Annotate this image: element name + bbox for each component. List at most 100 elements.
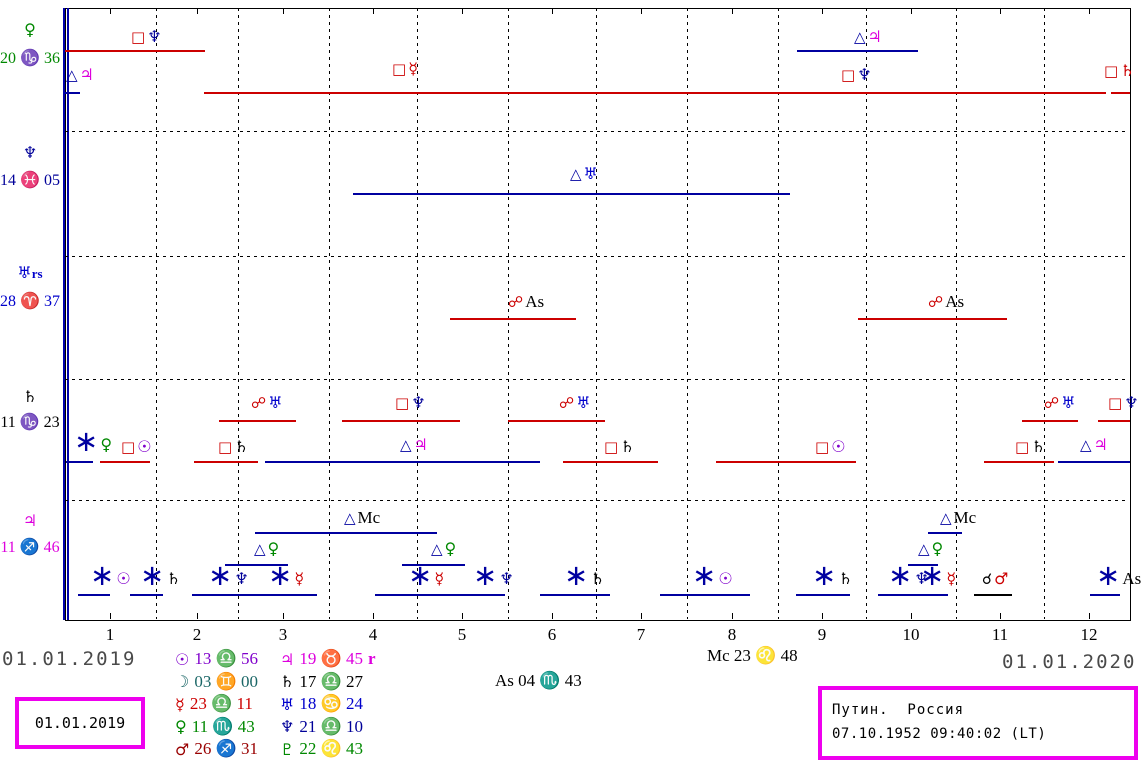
aspect-label: □ ♆ bbox=[131, 27, 162, 47]
trine-aspect-icon: △ bbox=[918, 540, 930, 558]
month-tick-bottom bbox=[1000, 613, 1001, 619]
current-date-box[interactable]: 01.01.2019 bbox=[15, 697, 145, 749]
planet-table-row-moon: ☽ 03 ♊ 00 bbox=[175, 672, 258, 692]
sextile-aspect-icon: ∗ bbox=[268, 558, 293, 592]
jupiter-icon: ♃ bbox=[22, 511, 38, 530]
saturn-icon: ♄ bbox=[620, 437, 635, 456]
opposition-aspect-icon: ☍ bbox=[508, 293, 524, 311]
sun-icon: ☉ bbox=[137, 437, 152, 456]
conjunction-aspect-icon: ☌ bbox=[982, 570, 993, 588]
trine-aspect-icon: △ bbox=[854, 28, 866, 46]
saturn-icon: ♄ bbox=[1031, 437, 1046, 456]
jupiter-icon: ♃ bbox=[79, 65, 94, 84]
planet-table-row-jupiter: ♃ 19 ♉ 45 r bbox=[280, 649, 376, 669]
transit-segment-saturn bbox=[1022, 420, 1078, 422]
aspect-label: ∗ As bbox=[1096, 561, 1141, 590]
planet-table-row-mars: ♂ 26 ♐ 31 bbox=[175, 739, 258, 759]
month-tick-bottom bbox=[822, 613, 823, 619]
natal-position-neptune: 14 ♓ 05 bbox=[0, 172, 60, 189]
saturn-icon: ♄ bbox=[166, 569, 181, 588]
opposition-aspect-icon: ☍ bbox=[251, 394, 267, 412]
as-icon: As bbox=[945, 292, 965, 311]
aspect-label: ∗ ☉ bbox=[90, 561, 131, 590]
trine-aspect-icon: △ bbox=[940, 509, 952, 527]
venus-icon: ♀ bbox=[175, 717, 187, 736]
planet-table-row-saturn: ♄ 17 ♎ 27 bbox=[280, 672, 363, 692]
aspect-label: □ ♆ bbox=[1108, 394, 1139, 413]
neptune-icon: ♆ bbox=[857, 65, 872, 84]
sun-icon: ☉ bbox=[831, 437, 846, 456]
square-aspect-icon: □ bbox=[841, 66, 856, 84]
natal-glyph-jupiter: ♃ bbox=[0, 511, 60, 531]
transit-segment-saturn bbox=[219, 420, 296, 422]
aspect-label: □ ♆ bbox=[841, 65, 872, 85]
sextile-aspect-icon: ∗ bbox=[920, 558, 945, 592]
month-gridline bbox=[956, 8, 957, 619]
aspect-label: ∗ ♆ bbox=[888, 561, 929, 590]
month-label: 1 bbox=[105, 625, 115, 644]
mercury-icon: ☿ bbox=[294, 569, 305, 588]
month-tick-bottom bbox=[1089, 613, 1090, 619]
mercury-icon: ☿ bbox=[175, 694, 185, 714]
month-tick-top bbox=[197, 8, 198, 14]
month-tick-bottom bbox=[462, 613, 463, 619]
planet-position-value: 03 ♊ 00 bbox=[194, 671, 259, 691]
month-tick-top bbox=[1000, 8, 1001, 14]
sextile-aspect-icon: ∗ bbox=[90, 558, 115, 592]
opposition-aspect-icon: ☍ bbox=[1044, 394, 1060, 412]
month-gridline bbox=[156, 8, 157, 619]
venus-icon: ♀ bbox=[931, 539, 944, 558]
month-tick-top bbox=[552, 8, 553, 14]
aspect-label: △ ♀ bbox=[254, 540, 279, 559]
transit-segment-venus bbox=[797, 50, 918, 52]
transit-segment-saturn bbox=[100, 461, 150, 463]
sextile-aspect-icon: ∗ bbox=[74, 424, 99, 458]
month-gridline bbox=[687, 8, 688, 619]
neptune-icon: ♆ bbox=[914, 569, 929, 588]
planet-position-value: 23 ♎ 11 bbox=[189, 694, 253, 713]
month-label: 11 bbox=[991, 625, 1009, 644]
saturn-icon: ♄ bbox=[234, 437, 249, 456]
natal-glyph-uranus: ♅rs bbox=[0, 263, 60, 283]
square-aspect-icon: □ bbox=[604, 438, 619, 456]
sun-icon: ☉ bbox=[175, 649, 190, 669]
transit-segment-jupiter bbox=[908, 564, 938, 566]
chart-owner-name: Путин. Россия bbox=[832, 702, 965, 718]
month-label: 8 bbox=[727, 625, 737, 644]
aspect-label: ∗ ☿ bbox=[268, 561, 305, 590]
planet-table-row-sun: ☉ 13 ♎ 56 bbox=[175, 649, 258, 669]
mc-icon: Mc bbox=[953, 508, 977, 527]
aspect-label: △ ♃ bbox=[66, 65, 94, 85]
transit-segment-uranus bbox=[858, 318, 1007, 320]
transit-segment-jupiter bbox=[255, 532, 437, 534]
row-divider-gridline bbox=[65, 256, 1129, 257]
transit-segment-jupiter bbox=[225, 564, 288, 566]
neptune-icon: ♆ bbox=[499, 569, 514, 588]
transit-segment-jupiter bbox=[78, 594, 110, 596]
mc-icon: Mc bbox=[357, 508, 381, 527]
moon-icon: ☽ bbox=[175, 672, 190, 691]
row-divider-gridline bbox=[65, 500, 1129, 501]
chart-owner-birthdata: 07.10.1952 09:40:02 (LT) bbox=[832, 726, 1047, 742]
trine-aspect-icon: △ bbox=[400, 436, 412, 454]
aspect-label: ☍ ♅ bbox=[559, 394, 591, 413]
square-aspect-icon: □ bbox=[1015, 438, 1030, 456]
transit-segment-venus bbox=[65, 92, 80, 94]
month-label: 6 bbox=[547, 625, 557, 644]
row-divider-gridline bbox=[65, 379, 1129, 380]
chart-owner-box[interactable]: Путин. Россия 07.10.1952 09:40:02 (LT) bbox=[818, 686, 1138, 760]
aspect-label: ☍ ♅ bbox=[1044, 394, 1076, 413]
aspect-label: □ ♄ bbox=[1015, 437, 1046, 457]
aspect-label: △ ♀ bbox=[431, 540, 456, 559]
month-label: 12 bbox=[1080, 625, 1098, 644]
aspect-label: □ ☉ bbox=[121, 437, 152, 457]
planet-table-row-venus: ♀ 11 ♏ 43 bbox=[175, 717, 255, 737]
neptune-icon: ♆ bbox=[147, 27, 162, 46]
trine-aspect-icon: △ bbox=[1080, 436, 1092, 454]
transit-segment-venus bbox=[204, 92, 1106, 94]
transit-segment-jupiter bbox=[402, 564, 465, 566]
retrograde-flag: r bbox=[368, 649, 376, 668]
planet-position-value: 21 ♎ 10 bbox=[299, 716, 364, 736]
start-date-text: 01.01.2019 bbox=[2, 648, 137, 670]
aspect-label: ∗ ♄ bbox=[140, 561, 181, 590]
